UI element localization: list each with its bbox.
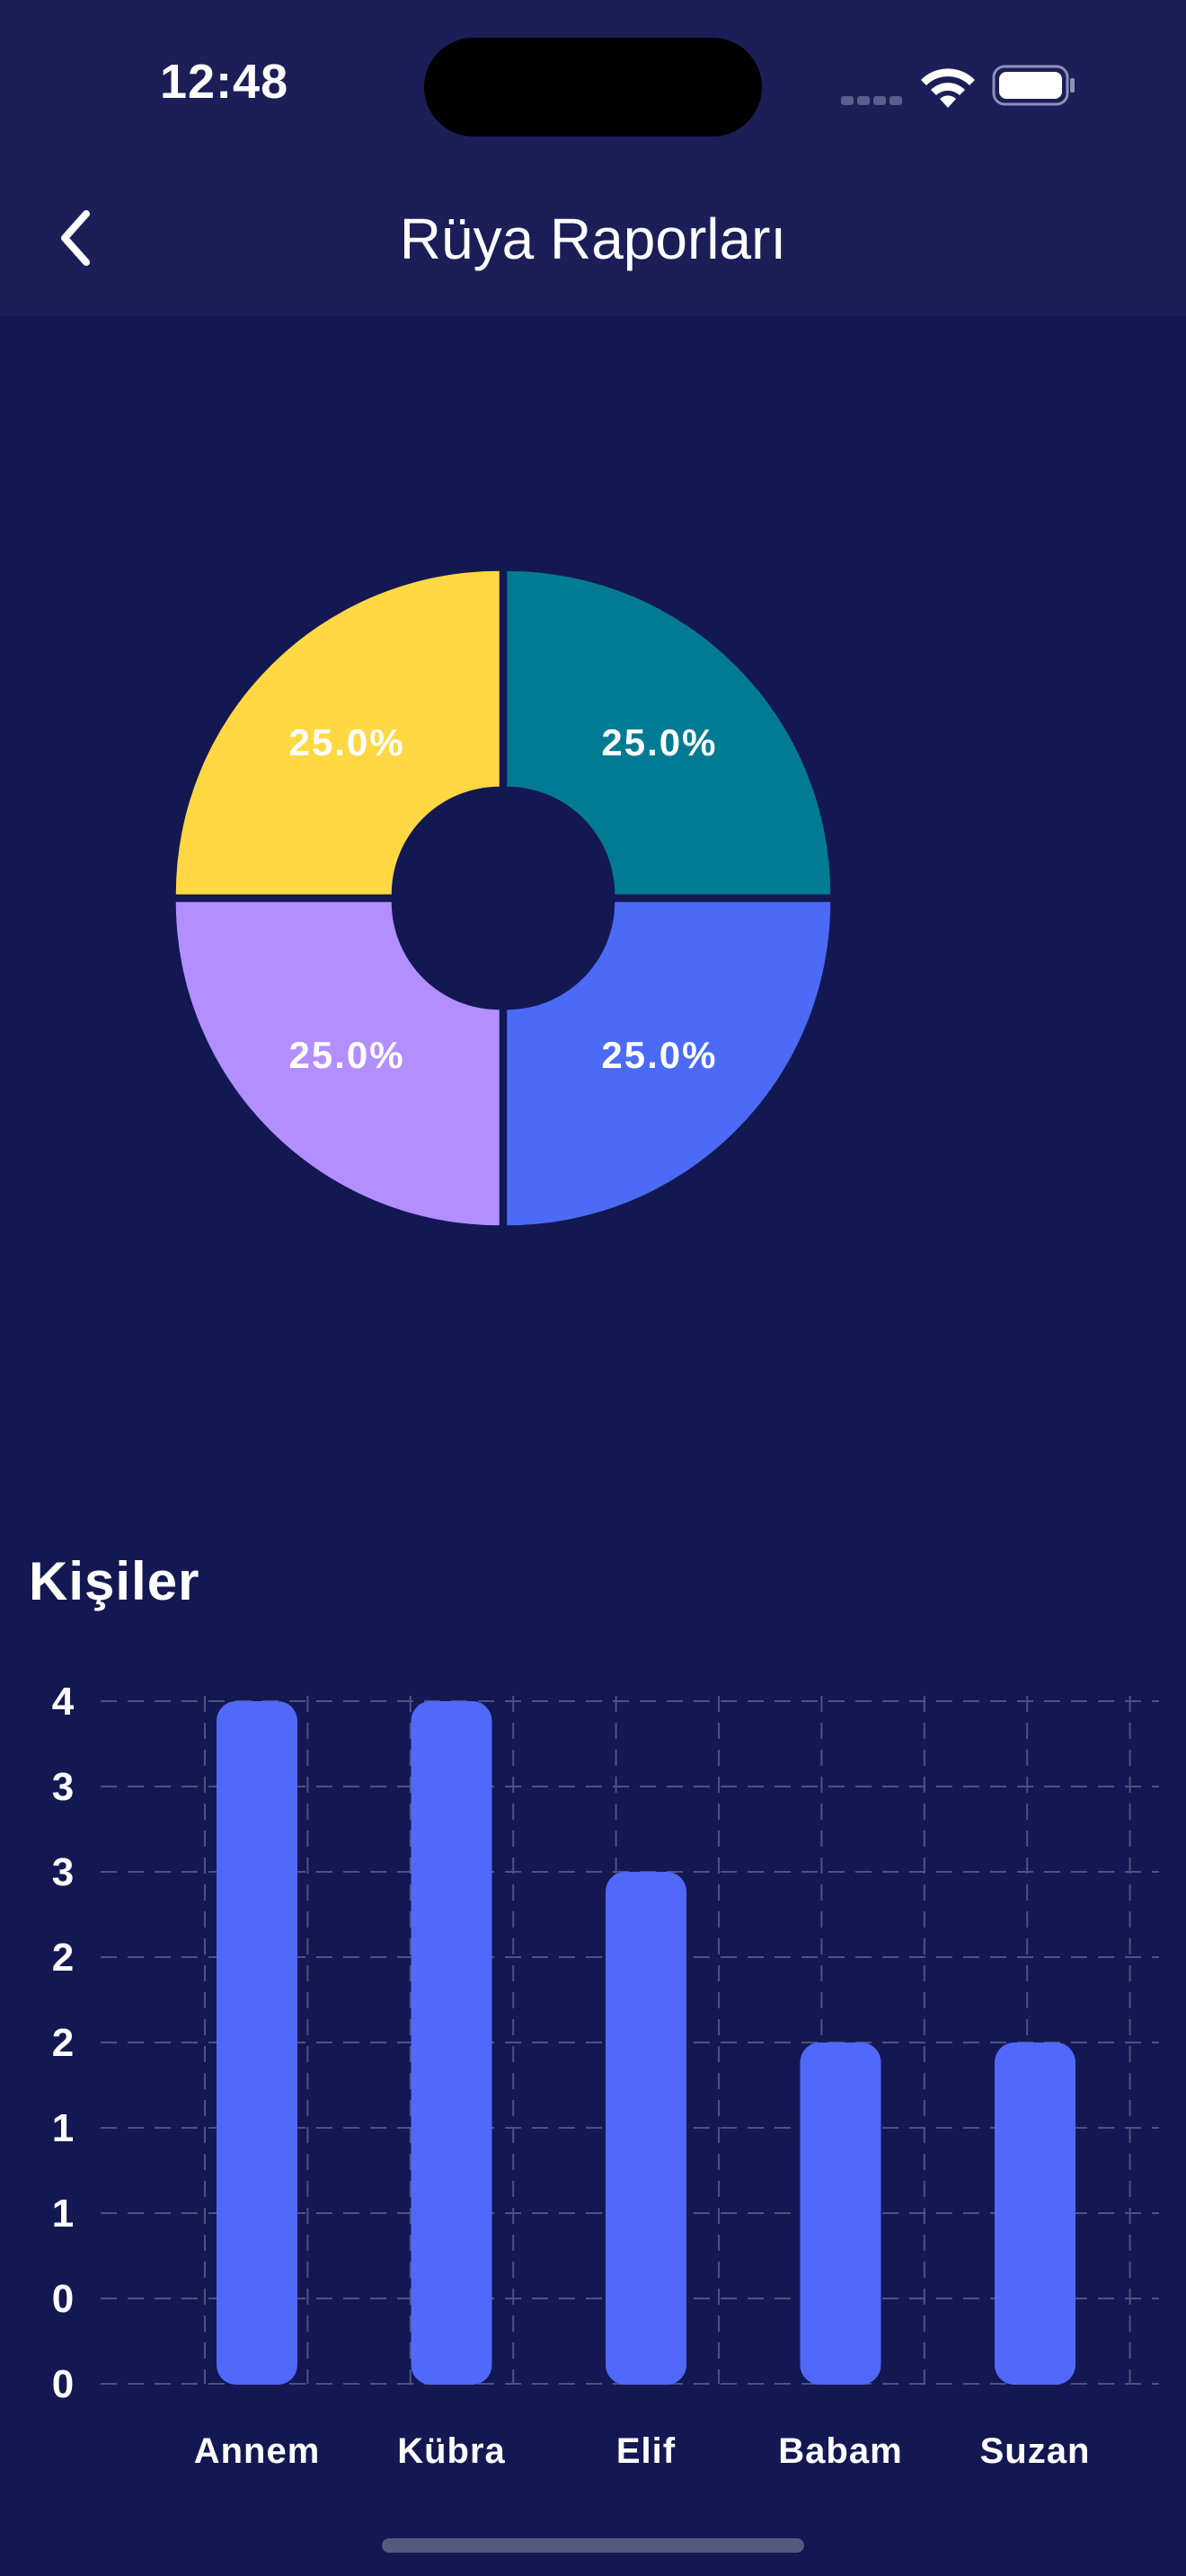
bar-4 <box>995 2042 1075 2385</box>
cellular-signal-icon <box>841 93 906 110</box>
donut-slice-3 <box>175 570 500 895</box>
dynamic-island <box>424 38 762 137</box>
wifi-icon <box>916 63 979 114</box>
x-category-label: Annem <box>194 2431 321 2471</box>
home-indicator <box>382 2538 804 2553</box>
y-tick-label: 0 <box>52 2362 74 2406</box>
bar-1 <box>411 1701 492 2385</box>
x-category-label: Elif <box>616 2431 676 2471</box>
bar-2 <box>606 1872 686 2385</box>
status-time: 12:48 <box>160 55 289 109</box>
y-tick-label: 2 <box>52 2021 74 2065</box>
x-category-label: Babam <box>778 2431 902 2471</box>
donut-slice-2 <box>175 902 500 1226</box>
y-tick-label: 1 <box>52 2106 74 2150</box>
y-tick-label: 0 <box>52 2277 74 2321</box>
donut-chart: 25.0% 25.0% 25.0% 25.0% <box>171 566 836 1231</box>
bar-0 <box>217 1701 297 2385</box>
battery-icon <box>992 65 1076 110</box>
donut-slice-0 <box>507 570 831 895</box>
x-category-label: Kübra <box>397 2431 506 2471</box>
y-tick-label: 1 <box>52 2192 74 2236</box>
donut-slice-1 <box>507 902 831 1226</box>
status-bar: 12:48 <box>0 0 1186 162</box>
bar-3 <box>800 2042 881 2385</box>
donut-slice-label-3: 25.0% <box>289 721 405 763</box>
donut-slice-label-1: 25.0% <box>601 1034 717 1076</box>
y-tick-label: 3 <box>52 1850 74 1894</box>
y-tick-label: 4 <box>52 1680 75 1724</box>
x-category-label: Suzan <box>980 2431 1091 2471</box>
donut-slice-label-0: 25.0% <box>601 721 717 763</box>
bar-chart: 001122334AnnemKübraElifBabamSuzanE <box>0 1653 1186 2479</box>
page-title: Rüya Raporları <box>399 207 787 271</box>
chevron-left-icon <box>61 210 90 266</box>
donut-slice-label-2: 25.0% <box>289 1034 405 1076</box>
y-tick-label: 3 <box>52 1765 74 1809</box>
navigation-bar: Rüya Raporları <box>0 162 1186 316</box>
bar-chart-title: Kişiler <box>29 1551 200 1611</box>
back-button[interactable] <box>27 189 126 287</box>
y-tick-label: 2 <box>52 1936 74 1980</box>
